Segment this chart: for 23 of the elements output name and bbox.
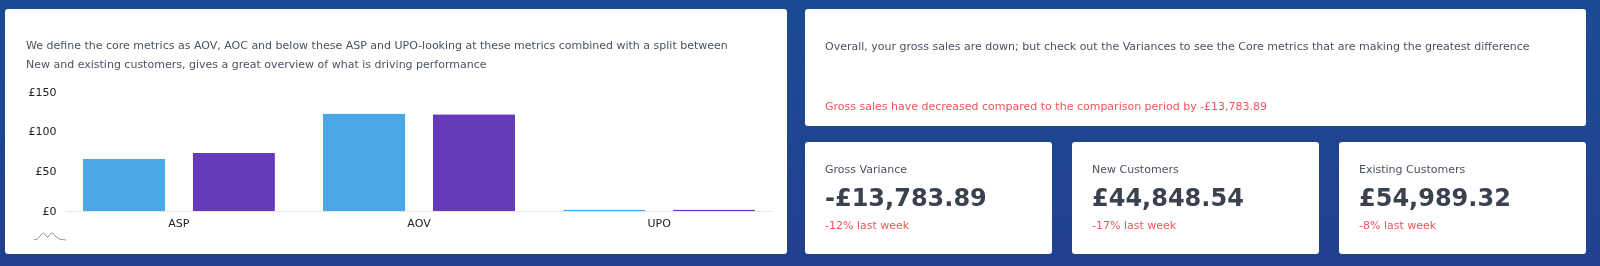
bar	[82, 158, 166, 211]
text: Existing Customers	[1359, 162, 1466, 178]
x-tick-label: ASP	[168, 216, 190, 230]
bar	[192, 153, 275, 211]
x-tick-label: UPO	[647, 216, 672, 230]
text: -12% last week	[825, 218, 910, 234]
bar	[432, 114, 516, 211]
text: New Customers	[1092, 162, 1179, 178]
text: -£13,783.89	[825, 184, 987, 212]
text: Gross sales have decreased compared to the comparison period by -£13,783.89	[825, 99, 1268, 115]
x-tick-label: AOV	[407, 216, 432, 230]
text: Gross Variance	[825, 162, 908, 178]
text: -17% last week	[1092, 218, 1177, 234]
text: £54,989.32	[1359, 184, 1511, 212]
text: -8% last week	[1359, 218, 1437, 234]
text: £44,848.54	[1092, 184, 1244, 212]
chart-title: We define the core metrics as AOV, AOC and below these ASP and UPO-looking at these metrics combined with a split between New and existing customers, gives a great overview of what is driving performance	[26, 38, 729, 73]
text: Overall, your gross sales are down; but check out the Variances to see the Core metrics that are making the greatest difference	[825, 39, 1530, 55]
bar	[322, 113, 406, 211]
y-tick-label: £0	[42, 204, 57, 218]
y-tick-label: £150	[28, 85, 57, 99]
y-tick-label: £100	[28, 125, 57, 139]
y-tick-label: £50	[35, 164, 57, 178]
